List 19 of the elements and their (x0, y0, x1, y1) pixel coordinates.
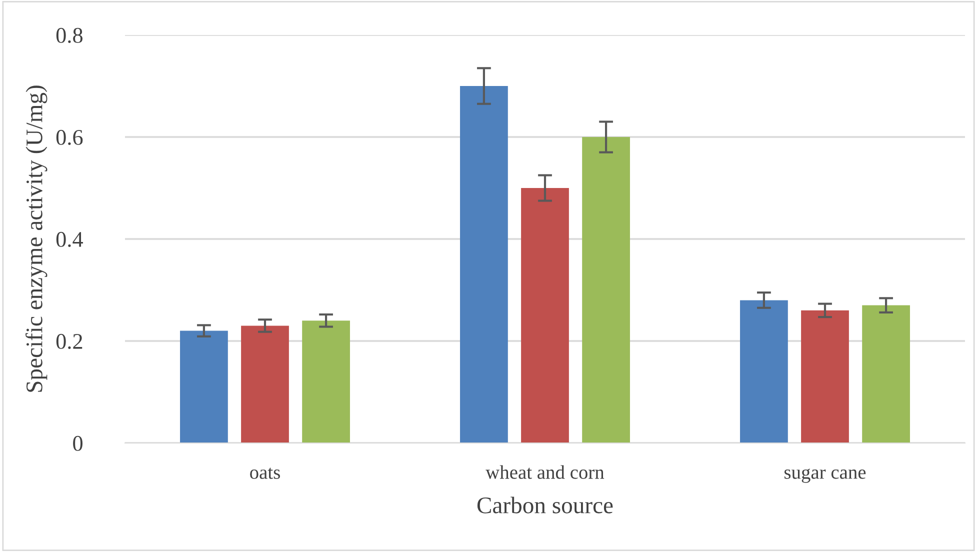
bar (180, 330, 228, 443)
y-tick-label: 0 (73, 436, 82, 451)
x-tick-label: oats (250, 468, 280, 479)
y-tick-label: 0.6 (56, 130, 83, 146)
x-tick-label: sugar cane (784, 468, 866, 483)
bar (302, 320, 350, 443)
y-tick-label: 0.4 (56, 232, 83, 248)
bar (521, 188, 569, 443)
y-axis-title: Specific enzyme activity (U/mg) (26, 86, 48, 392)
x-axis-title: Carbon source (477, 496, 613, 514)
y-tick-label: 0.8 (56, 28, 82, 44)
x-tick-label: wheat and corn (486, 465, 604, 479)
bar (241, 326, 289, 443)
bar (582, 137, 630, 443)
bar (460, 86, 508, 443)
bar (740, 300, 788, 443)
y-tick-label: 0.2 (56, 334, 82, 350)
bar (801, 310, 849, 443)
bar (862, 305, 910, 443)
